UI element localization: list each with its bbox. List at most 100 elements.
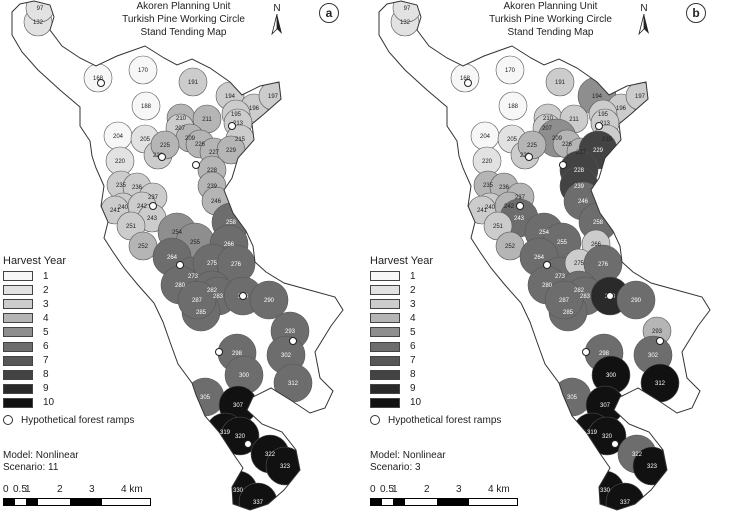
stand-label: 305 xyxy=(200,395,211,401)
stand-label: 220 xyxy=(482,159,493,165)
stand-191 xyxy=(545,67,575,97)
scale-segment xyxy=(15,499,26,505)
stand-label: 236 xyxy=(499,185,510,191)
legend-label: 9 xyxy=(43,383,49,395)
stand-label: 197 xyxy=(635,94,646,100)
stand-label: 240 xyxy=(118,205,129,211)
forest-ramp-marker xyxy=(158,153,166,161)
panel-letter: b xyxy=(686,3,706,23)
stand-label: 273 xyxy=(188,274,199,280)
scale-label: 0 xyxy=(370,484,376,495)
stand-label: 273 xyxy=(555,274,566,280)
legend-swatch xyxy=(3,313,33,324)
legend-swatch xyxy=(3,383,33,394)
stand-label: 337 xyxy=(253,500,264,506)
legend-swatch xyxy=(3,397,33,408)
scale-graphic xyxy=(370,498,518,506)
model-label: Model: Nonlinear xyxy=(3,450,79,461)
stand-label: 330 xyxy=(600,488,611,494)
map-panel-b: 132 97 168 170 191 188 194 196 197 195 210 211 204 20… xyxy=(367,0,734,512)
stand-label: 283 xyxy=(213,294,224,300)
legend-label: 8 xyxy=(43,369,49,381)
ramp-symbol-icon xyxy=(370,415,380,426)
scale-label: 3 xyxy=(89,484,95,495)
legend-item: 9 xyxy=(3,382,134,396)
stand-label: 209 xyxy=(552,136,563,142)
scale-label: 0.5 xyxy=(13,484,27,495)
scale-graphic xyxy=(3,498,151,506)
forest-ramp-marker xyxy=(244,440,252,448)
stand-label: 312 xyxy=(655,381,666,387)
legend-label: 6 xyxy=(43,341,49,353)
legend-swatch xyxy=(370,327,400,338)
scale-segment xyxy=(102,499,134,505)
legend-ramps: Hypothetical forest ramps xyxy=(3,415,134,426)
legend-item: 2 xyxy=(3,283,134,297)
scale-segment xyxy=(382,499,393,505)
map-title-line: Akoren Planning Unit xyxy=(136,1,231,12)
stand-label: 226 xyxy=(195,142,206,148)
legend-item: 5 xyxy=(370,325,501,339)
forest-ramp-marker xyxy=(595,122,603,130)
stand-label: 197 xyxy=(268,94,279,100)
stand-label: 225 xyxy=(527,143,538,149)
stand-label: 312 xyxy=(288,381,299,387)
stand-label: 275 xyxy=(207,261,218,267)
legend-swatch xyxy=(3,341,33,352)
planning-unit-boundary xyxy=(378,0,711,511)
ramp-symbol-icon xyxy=(3,415,13,426)
legend-label: 7 xyxy=(410,355,416,367)
stand-label: 280 xyxy=(175,283,186,289)
legend-label: 2 xyxy=(43,284,49,296)
stand-label: 255 xyxy=(557,240,568,246)
stand-label: 237 xyxy=(515,195,526,201)
stand-label: 188 xyxy=(508,104,519,110)
forest-ramp-marker xyxy=(582,348,590,356)
scale-segment xyxy=(70,499,102,505)
stand-label: 168 xyxy=(460,76,471,82)
scale-segment xyxy=(38,499,70,505)
scale-label: 2 xyxy=(57,484,63,495)
legend-swatch xyxy=(370,383,400,394)
stand-label: 287 xyxy=(192,298,203,304)
stand-label: 204 xyxy=(480,134,491,140)
stand-label: 293 xyxy=(285,329,296,335)
stand-label: 191 xyxy=(555,80,566,86)
stand-label: 298 xyxy=(232,351,243,357)
stand-label: 320 xyxy=(602,434,613,440)
scale-label: 4 km xyxy=(488,484,510,495)
legend-label: 4 xyxy=(410,312,416,324)
model-info: Model: Nonlinear Scenario: 3 xyxy=(370,450,446,474)
stand-label: 255 xyxy=(190,240,201,246)
stand-label: 254 xyxy=(172,230,183,236)
stand-label: 228 xyxy=(574,168,585,174)
map-title: Akoren Planning Unit Turkish Pine Working… xyxy=(367,0,734,39)
stand-label: 205 xyxy=(507,137,518,143)
stand-label: 322 xyxy=(265,452,276,458)
forest-ramp-marker xyxy=(516,202,524,210)
scale-label: 3 xyxy=(456,484,462,495)
stand-label: 213 xyxy=(233,121,244,127)
legend-label: 3 xyxy=(43,298,49,310)
forest-ramp-marker xyxy=(543,261,551,269)
stand-label: 300 xyxy=(239,373,250,379)
stand-label: 337 xyxy=(620,500,631,506)
legend-ramps-label: Hypothetical forest ramps xyxy=(21,414,135,426)
legend-item: 4 xyxy=(3,311,134,325)
legend-swatch xyxy=(370,271,400,282)
stand-label: 97 xyxy=(404,6,411,12)
stand-label: 323 xyxy=(647,464,658,470)
stand-label: 239 xyxy=(207,184,218,190)
forest-ramp-marker xyxy=(606,292,614,300)
legend-item: 6 xyxy=(3,339,134,353)
stand-label: 241 xyxy=(110,208,121,214)
legend-title: Harvest Year xyxy=(370,255,433,267)
stand-label: 228 xyxy=(207,168,218,174)
legend-ramps: Hypothetical forest ramps xyxy=(370,415,501,426)
stand-label: 196 xyxy=(249,106,260,112)
stand-label: 302 xyxy=(648,353,659,359)
stand-label: 210 xyxy=(176,116,187,122)
stand-170 xyxy=(495,55,525,85)
stand-label: 254 xyxy=(539,230,550,236)
legend-swatch xyxy=(370,313,400,324)
